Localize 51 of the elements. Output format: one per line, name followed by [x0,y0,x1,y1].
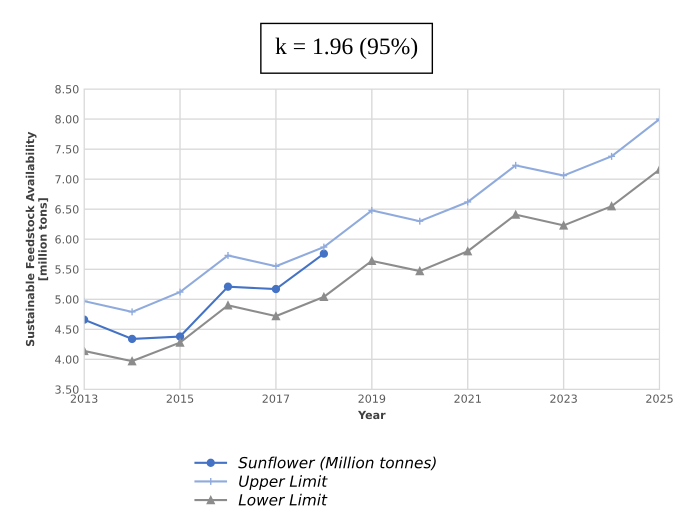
legend-label: Upper Limit [239,475,328,490]
point [224,301,232,310]
x-tick-label: 2017 [262,394,290,403]
y-tick-label: 6.00 [55,235,79,244]
point [272,284,280,294]
point [512,161,520,170]
y-tick-label: 5.00 [55,295,79,304]
point [224,282,232,291]
point [464,247,472,256]
x-tick-label: 2023 [550,394,577,403]
point [320,249,328,258]
y-tick-label: 7.50 [55,145,79,154]
point [176,288,184,296]
x-tick-label: 2015 [166,394,194,403]
point [272,262,280,270]
y-tick-label: 3.50 [55,385,79,394]
x-tick-label: 2013 [70,394,98,403]
y-tick-label: 4.50 [55,325,79,334]
x-tick-label: 2021 [454,394,481,403]
point [128,356,136,366]
point [320,242,328,252]
x-tick-label: 2019 [358,394,386,403]
point [320,292,328,302]
point [176,338,184,347]
point [368,256,376,266]
y-tick-label: 8.50 [55,85,79,94]
point [224,251,232,260]
point [272,312,280,320]
point [512,210,520,219]
point [607,152,616,161]
y-tick-label: 4.00 [55,355,79,364]
y-tick-label: 6.50 [55,205,79,214]
chart-title: k = 1.96 (95%) [275,38,418,60]
point [559,171,568,180]
y-axis-title: Sustainable Feedstock Availability [million tons] [26,132,48,346]
point [368,206,376,215]
legend-label: Lower Limit [238,494,328,506]
legend-label: Sunflower (Million tonnes) [238,456,436,470]
point [176,332,184,341]
x-tick-label: 2025 [646,394,673,403]
point [607,202,616,210]
x-axis-title: Year [358,410,386,420]
y-tick-label: 7.00 [55,175,79,184]
y-tick-label: 5.50 [55,265,79,274]
point [559,221,568,230]
point [416,266,424,276]
y-tick-label: 8.00 [55,115,79,124]
point [464,198,472,206]
point [128,308,136,316]
point [128,334,136,344]
point [416,217,424,226]
